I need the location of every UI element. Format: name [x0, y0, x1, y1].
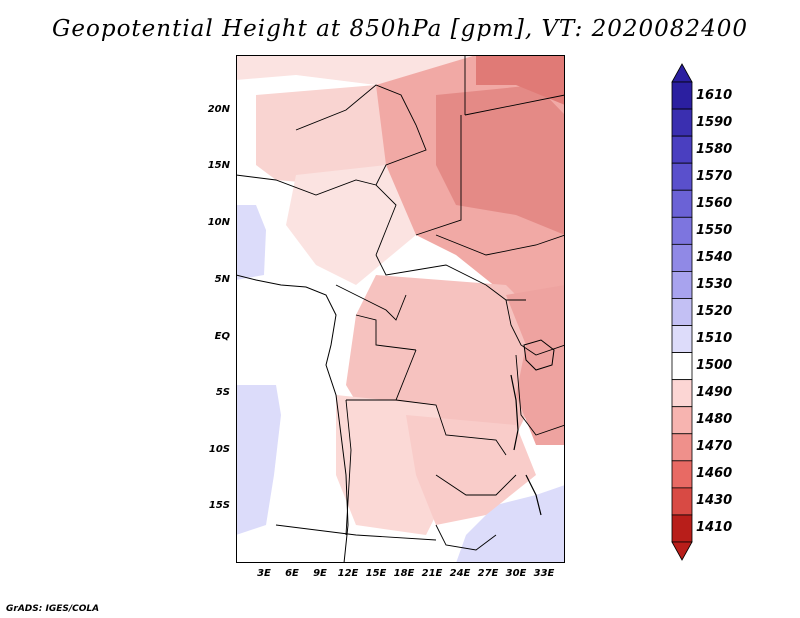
- colorbar-segment: [671, 514, 693, 543]
- colorbar-level-label: 1520: [696, 304, 733, 319]
- colorbar-min-arrow: [671, 541, 693, 561]
- colorbar-level-label: 1490: [696, 385, 733, 401]
- blue-region-west-coast: [236, 205, 266, 280]
- colorbar-segment: [671, 379, 693, 408]
- lat-label-20n: 20N: [207, 104, 230, 115]
- lon-label-6e: 6E: [285, 568, 299, 579]
- colorbar-level-label: 1580: [696, 141, 733, 157]
- colorbar-level-label: 1570: [696, 168, 733, 184]
- colorbar-segment: [671, 325, 693, 353]
- lon-label-3e: 3E: [257, 568, 271, 579]
- colorbar-svg: [671, 63, 693, 561]
- colorbar-level-label: 1430: [696, 493, 733, 509]
- chart-title: Geopotential Height at 850hPa [gpm], VT:…: [52, 16, 748, 42]
- shade-sudan-core: [436, 85, 565, 235]
- colorbar-level-label: 1590: [696, 114, 733, 130]
- colorbar-level-label: 1410: [696, 520, 733, 536]
- map-canvas: [236, 55, 565, 563]
- lon-label-30e: 30E: [505, 568, 527, 579]
- colorbar-level-label: 1560: [696, 195, 733, 211]
- colorbar-level-label: 1470: [696, 439, 733, 455]
- colorbar-segment: [671, 460, 693, 489]
- country-borders: [236, 55, 565, 551]
- shade-zambia: [406, 415, 536, 525]
- lat-label-10n: 10N: [207, 217, 230, 228]
- blue-region-ocean-south: [236, 385, 281, 535]
- colorbar-level-label: 1480: [696, 412, 733, 428]
- colorbar-level-label: 1540: [696, 249, 733, 265]
- lon-label-27e: 27E: [477, 568, 499, 579]
- colorbar-level-label: 1550: [696, 222, 733, 238]
- colorbar: [670, 62, 694, 566]
- lon-label-33e: 33E: [533, 568, 555, 579]
- colorbar-segment: [671, 352, 693, 381]
- colorbar-segment: [671, 135, 693, 164]
- colorbar-segment: [671, 406, 693, 435]
- blue-region-southeast: [456, 485, 565, 563]
- shade-ne-corner: [476, 55, 565, 105]
- lon-label-24e: 24E: [449, 568, 471, 579]
- colorbar-level-label: 1530: [696, 276, 733, 292]
- map-frame: [236, 55, 565, 563]
- lon-label-9e: 9E: [313, 568, 327, 579]
- coastline: [236, 274, 349, 563]
- lon-label-21e: 21E: [421, 568, 443, 579]
- lat-label-10s: 10S: [208, 444, 230, 455]
- lon-label-12e: 12E: [337, 568, 359, 579]
- lake-victoria: [523, 339, 555, 371]
- colorbar-max-arrow: [671, 63, 693, 83]
- colorbar-level-label: 1610: [696, 87, 733, 103]
- map-panel: [236, 55, 565, 563]
- shade-east-africa: [506, 285, 565, 445]
- colorbar-level-label: 1510: [696, 331, 733, 347]
- lon-label-15e: 15E: [365, 568, 387, 579]
- footer-credit: GrADS: IGES/COLA: [6, 604, 100, 614]
- colorbar-segment: [671, 298, 693, 326]
- colorbar-level-label: 1500: [696, 358, 733, 374]
- colorbar-segment: [671, 487, 693, 516]
- lake-tanganyika: [510, 374, 519, 451]
- lake-malawi: [525, 474, 542, 516]
- colorbar-segment: [671, 271, 693, 299]
- lat-label-15n: 15N: [207, 160, 230, 171]
- lat-label-5s: 5S: [215, 387, 230, 398]
- lat-label-15s: 15S: [208, 500, 230, 511]
- lon-label-18e: 18E: [393, 568, 415, 579]
- lat-label-eq: EQ: [214, 331, 230, 342]
- colorbar-segment: [671, 108, 693, 137]
- colorbar-segment: [671, 243, 693, 272]
- colorbar-segment: [671, 81, 693, 110]
- colorbar-segment: [671, 189, 693, 218]
- colorbar-level-label: 1460: [696, 466, 733, 482]
- lat-label-5n: 5N: [214, 274, 230, 285]
- colorbar-segment: [671, 162, 693, 191]
- shade-central-north: [286, 165, 416, 285]
- colorbar-segment: [671, 216, 693, 245]
- colorbar-segment: [671, 433, 693, 462]
